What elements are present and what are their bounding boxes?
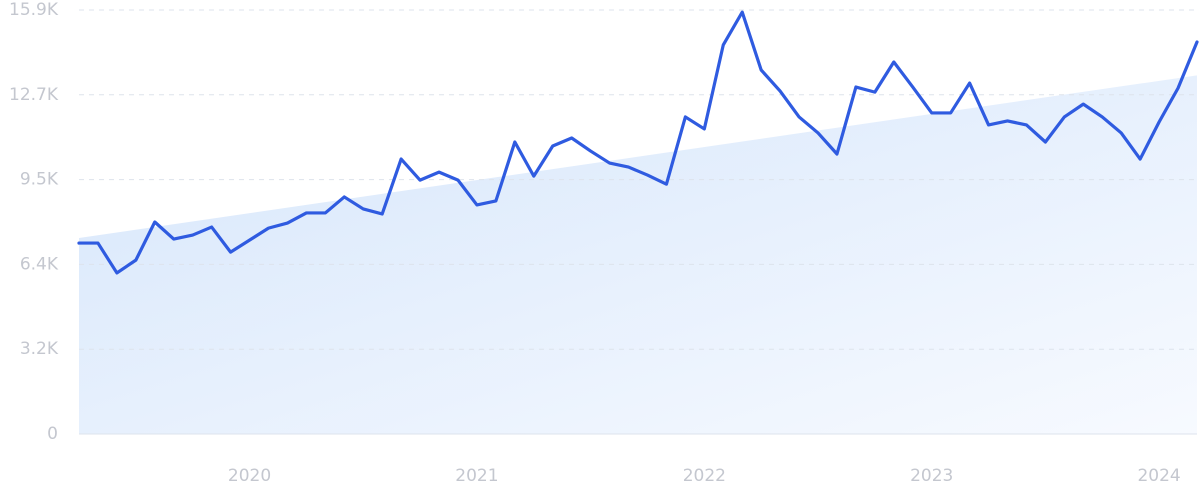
x-tick-label: 2021 bbox=[455, 466, 498, 486]
x-tick-label: 2022 bbox=[683, 466, 726, 486]
y-tick-label: 3.2K bbox=[20, 339, 59, 359]
y-tick-label: 9.5K bbox=[20, 170, 59, 190]
x-tick-label: 2024 bbox=[1137, 466, 1180, 486]
trend-area bbox=[79, 75, 1197, 434]
y-tick-label: 12.7K bbox=[9, 85, 59, 105]
series-line bbox=[77, 10, 1199, 275]
x-tick-label: 2023 bbox=[910, 466, 953, 486]
y-tick-label: 15.9K bbox=[9, 0, 59, 20]
y-tick-label: 6.4K bbox=[20, 254, 59, 274]
x-tick-label: 2020 bbox=[228, 466, 271, 486]
y-tick-label: 0 bbox=[47, 424, 58, 444]
